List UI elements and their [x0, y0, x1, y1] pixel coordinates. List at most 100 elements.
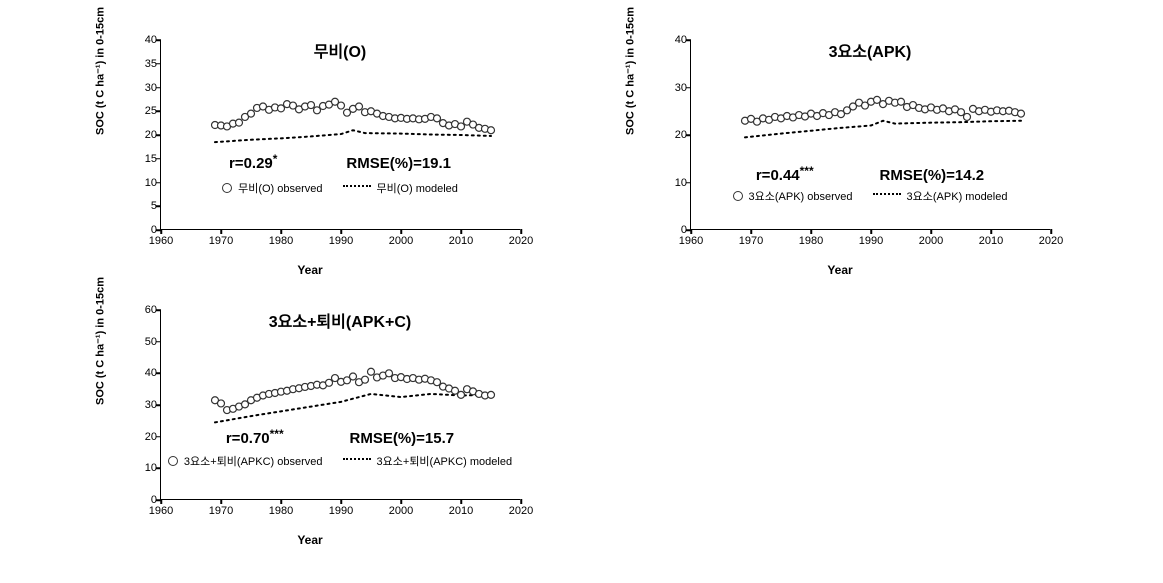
legend-modeled: 무비(O) modeled	[343, 180, 458, 196]
xtick-label: 2010	[449, 505, 473, 517]
legend-modeled: 3요소+퇴비(APKC) modeled	[343, 453, 513, 469]
stat-rmse: RMSE(%)=19.1	[346, 155, 451, 172]
ytick-label: 10	[127, 177, 157, 189]
observed-marker	[218, 400, 225, 407]
x-axis-label: Year	[90, 533, 530, 547]
chart-title: 3요소+퇴비(APK+C)	[160, 308, 520, 332]
chart-panel-o: SOC (t C ha⁻¹) in 0-15cmYear무비(O)r=0.29*…	[90, 30, 530, 285]
xtick-label: 1970	[209, 235, 233, 247]
xtick-label: 1960	[679, 235, 703, 247]
xtick-label: 1980	[269, 235, 293, 247]
legend-modeled-label: 3요소(APK) modeled	[907, 188, 1008, 204]
ytick-label: 40	[127, 367, 157, 379]
ytick-label: 50	[127, 336, 157, 348]
chart-panel-apkc: SOC (t C ha⁻¹) in 0-15cmYear3요소+퇴비(APK+C…	[90, 300, 530, 555]
dotted-line-icon	[343, 458, 371, 461]
series-svg	[161, 40, 521, 230]
xtick-label: 2010	[449, 235, 473, 247]
stat-r: r=0.44***	[756, 167, 814, 184]
xtick-label: 1960	[149, 235, 173, 247]
observed-marker	[248, 110, 255, 117]
dotted-line-icon	[873, 193, 901, 196]
legend-modeled-label: 3요소+퇴비(APKC) modeled	[377, 453, 513, 469]
xtick-label: 1980	[269, 505, 293, 517]
ytick-label: 10	[657, 177, 687, 189]
observed-marker	[362, 376, 369, 383]
observed-marker	[326, 379, 333, 386]
chart-stats: r=0.29* RMSE(%)=19.1	[160, 155, 520, 172]
ytick-label: 20	[127, 431, 157, 443]
chart-stats: r=0.70*** RMSE(%)=15.7	[160, 430, 520, 447]
observed-marker	[434, 115, 441, 122]
modeled-line	[215, 130, 491, 142]
xtick-label: 1990	[329, 505, 353, 517]
observed-marker	[458, 123, 465, 130]
plot-area: 0102030405060196019701980199020002010202…	[160, 310, 520, 500]
plot-area: 0510152025303540196019701980199020002010…	[160, 40, 520, 230]
ytick-label: 40	[657, 34, 687, 46]
legend-observed: 3요소+퇴비(APKC) observed	[168, 453, 323, 469]
ytick-label: 15	[127, 153, 157, 165]
observed-marker	[338, 102, 345, 109]
legend-observed-label: 3요소(APK) observed	[749, 188, 853, 204]
ytick-label: 30	[127, 399, 157, 411]
circle-marker-icon	[222, 183, 232, 193]
legend-modeled: 3요소(APK) modeled	[873, 188, 1008, 204]
circle-marker-icon	[168, 456, 178, 466]
stat-rmse: RMSE(%)=14.2	[880, 167, 985, 184]
xtick-label: 2000	[919, 235, 943, 247]
ytick-label: 60	[127, 304, 157, 316]
observed-marker	[964, 113, 971, 120]
ytick-label: 40	[127, 34, 157, 46]
legend-modeled-label: 무비(O) modeled	[377, 180, 458, 196]
observed-marker	[308, 102, 315, 109]
stat-r: r=0.70***	[226, 430, 284, 447]
ytick-label: 10	[127, 462, 157, 474]
xtick-label: 1970	[739, 235, 763, 247]
xtick-label: 2000	[389, 235, 413, 247]
observed-marker	[458, 391, 465, 398]
chart-panel-apk: SOC (t C ha⁻¹) in 0-15cmYear3요소(APK)r=0.…	[620, 30, 1060, 285]
ytick-label: 25	[127, 105, 157, 117]
xtick-label: 1970	[209, 505, 233, 517]
x-axis-label: Year	[620, 263, 1060, 277]
observed-marker	[368, 368, 375, 375]
chart-stats: r=0.44*** RMSE(%)=14.2	[690, 167, 1050, 184]
observed-marker	[1018, 110, 1025, 117]
observed-marker	[236, 119, 243, 126]
x-axis-label: Year	[90, 263, 530, 277]
y-axis-label: SOC (t C ha⁻¹) in 0-15cm	[94, 7, 107, 135]
page: SOC (t C ha⁻¹) in 0-15cmYear무비(O)r=0.29*…	[0, 0, 1163, 583]
xtick-label: 1980	[799, 235, 823, 247]
chart-title: 무비(O)	[160, 38, 520, 62]
chart-legend: 3요소(APK) observed 3요소(APK) modeled	[690, 188, 1050, 204]
y-axis-label: SOC (t C ha⁻¹) in 0-15cm	[624, 7, 637, 135]
xtick-label: 1960	[149, 505, 173, 517]
ytick-label: 30	[657, 82, 687, 94]
xtick-label: 2020	[509, 235, 533, 247]
xtick-label: 1990	[329, 235, 353, 247]
legend-observed: 3요소(APK) observed	[733, 188, 853, 204]
circle-marker-icon	[733, 191, 743, 201]
stat-r: r=0.29*	[229, 155, 277, 172]
stat-rmse: RMSE(%)=15.7	[350, 430, 455, 447]
xtick-label: 2000	[389, 505, 413, 517]
ytick-label: 20	[127, 129, 157, 141]
observed-marker	[386, 370, 393, 377]
observed-marker	[350, 373, 357, 380]
ytick-label: 30	[127, 82, 157, 94]
observed-marker	[898, 98, 905, 105]
xtick-label: 2020	[1039, 235, 1063, 247]
chart-title: 3요소(APK)	[690, 38, 1050, 62]
observed-marker	[356, 103, 363, 110]
legend-observed: 무비(O) observed	[222, 180, 322, 196]
observed-marker	[488, 127, 495, 134]
xtick-label: 2020	[509, 505, 533, 517]
observed-marker	[958, 109, 965, 116]
ytick-label: 20	[657, 129, 687, 141]
xtick-label: 2010	[979, 235, 1003, 247]
ytick-label: 5	[127, 200, 157, 212]
y-axis-label: SOC (t C ha⁻¹) in 0-15cm	[94, 277, 107, 405]
ytick-label: 35	[127, 58, 157, 70]
modeled-line	[745, 121, 1021, 138]
